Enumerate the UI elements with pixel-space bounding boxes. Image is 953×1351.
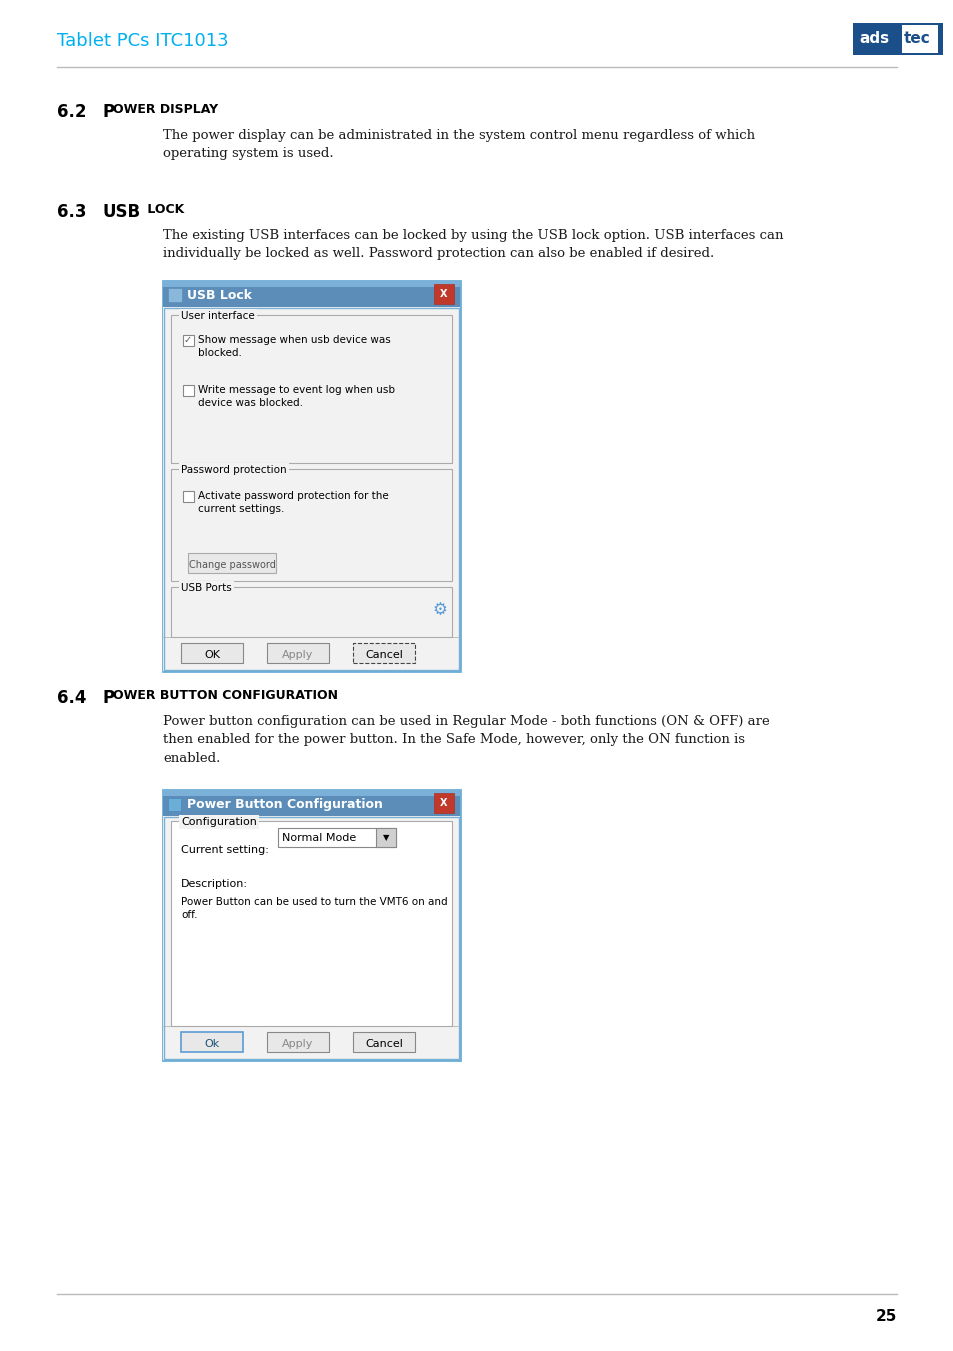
FancyBboxPatch shape bbox=[183, 490, 193, 503]
Text: Power button configuration can be used in Regular Mode - both functions (ON & OF: Power button configuration can be used i… bbox=[163, 715, 769, 765]
Text: Description:: Description: bbox=[181, 880, 248, 889]
FancyBboxPatch shape bbox=[181, 643, 243, 663]
FancyBboxPatch shape bbox=[277, 828, 395, 847]
FancyBboxPatch shape bbox=[181, 1032, 243, 1052]
Text: OWER DISPLAY: OWER DISPLAY bbox=[112, 103, 218, 116]
Text: Apply: Apply bbox=[282, 1039, 314, 1048]
Text: OWER BUTTON CONFIGURATION: OWER BUTTON CONFIGURATION bbox=[112, 689, 337, 703]
FancyBboxPatch shape bbox=[163, 307, 459, 671]
Text: ads: ads bbox=[858, 31, 888, 46]
Text: Tablet PCs ITC1013: Tablet PCs ITC1013 bbox=[57, 32, 229, 50]
Text: USB: USB bbox=[103, 203, 141, 222]
Text: 25: 25 bbox=[875, 1309, 896, 1324]
Text: ▼: ▼ bbox=[382, 834, 389, 842]
Text: Power Button can be used to turn the VMT6 on and
off.: Power Button can be used to turn the VMT… bbox=[181, 897, 447, 920]
Text: Configuration: Configuration bbox=[181, 817, 256, 827]
Text: OK: OK bbox=[204, 650, 220, 661]
Text: Write message to event log when usb
device was blocked.: Write message to event log when usb devi… bbox=[198, 385, 395, 408]
FancyBboxPatch shape bbox=[183, 385, 193, 396]
Text: User interface: User interface bbox=[181, 311, 254, 322]
Text: Cancel: Cancel bbox=[365, 1039, 402, 1048]
FancyBboxPatch shape bbox=[168, 798, 181, 811]
Text: USB Ports: USB Ports bbox=[181, 584, 232, 593]
FancyBboxPatch shape bbox=[168, 288, 182, 303]
Text: LOCK: LOCK bbox=[143, 203, 184, 216]
Text: Activate password protection for the
current settings.: Activate password protection for the cur… bbox=[198, 490, 388, 515]
Text: Normal Mode: Normal Mode bbox=[282, 834, 355, 843]
Text: P: P bbox=[103, 689, 115, 707]
Text: X: X bbox=[439, 289, 447, 299]
Text: The existing USB interfaces can be locked by using the USB lock option. USB inte: The existing USB interfaces can be locke… bbox=[163, 230, 782, 261]
FancyBboxPatch shape bbox=[353, 1032, 415, 1052]
Text: X: X bbox=[439, 798, 447, 808]
Text: USB Lock: USB Lock bbox=[187, 289, 252, 303]
FancyBboxPatch shape bbox=[183, 335, 193, 346]
FancyBboxPatch shape bbox=[267, 643, 329, 663]
FancyBboxPatch shape bbox=[353, 643, 415, 663]
Text: Ok: Ok bbox=[204, 1039, 219, 1048]
FancyBboxPatch shape bbox=[163, 281, 459, 307]
Text: ✓: ✓ bbox=[184, 335, 192, 345]
Text: 6.4: 6.4 bbox=[57, 689, 87, 707]
FancyBboxPatch shape bbox=[267, 1032, 329, 1052]
FancyBboxPatch shape bbox=[163, 816, 459, 1061]
FancyBboxPatch shape bbox=[852, 23, 942, 55]
Text: Change password: Change password bbox=[189, 561, 275, 570]
FancyBboxPatch shape bbox=[375, 828, 395, 847]
Text: Password protection: Password protection bbox=[181, 465, 286, 476]
Text: Cancel: Cancel bbox=[365, 650, 402, 661]
FancyBboxPatch shape bbox=[163, 790, 459, 816]
Text: P: P bbox=[103, 103, 115, 122]
Text: tec: tec bbox=[903, 31, 930, 46]
Text: The power display can be administrated in the system control menu regardless of : The power display can be administrated i… bbox=[163, 128, 755, 161]
Text: Apply: Apply bbox=[282, 650, 314, 661]
FancyBboxPatch shape bbox=[434, 793, 454, 813]
FancyBboxPatch shape bbox=[171, 821, 452, 1025]
Text: 6.3: 6.3 bbox=[57, 203, 87, 222]
FancyBboxPatch shape bbox=[163, 790, 459, 796]
FancyBboxPatch shape bbox=[188, 553, 275, 573]
Text: Power Button Configuration: Power Button Configuration bbox=[187, 798, 382, 811]
FancyBboxPatch shape bbox=[163, 281, 459, 286]
Text: Show message when usb device was
blocked.: Show message when usb device was blocked… bbox=[198, 335, 391, 358]
Text: 6.2: 6.2 bbox=[57, 103, 87, 122]
FancyBboxPatch shape bbox=[901, 26, 937, 53]
Text: Current setting:: Current setting: bbox=[181, 844, 269, 855]
Text: ⚙: ⚙ bbox=[432, 601, 446, 619]
FancyBboxPatch shape bbox=[434, 284, 454, 304]
